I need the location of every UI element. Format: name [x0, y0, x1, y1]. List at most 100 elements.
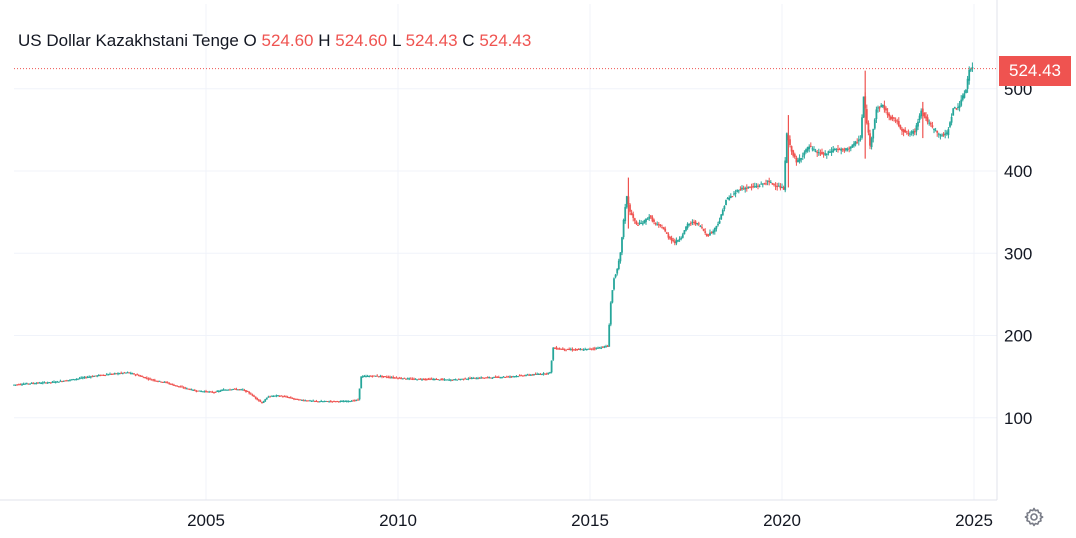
candle-body [273, 395, 276, 397]
candle-body [147, 378, 150, 380]
candle-body [238, 389, 241, 391]
candle-body [613, 278, 615, 290]
candle-body [248, 392, 251, 394]
candle-body [325, 400, 327, 402]
candle-body [734, 192, 737, 194]
candle-body [294, 398, 297, 400]
candle-body [481, 377, 484, 379]
candle-body [705, 233, 708, 237]
candle-body [744, 187, 747, 190]
candle-body [557, 348, 559, 350]
candle-body [733, 193, 735, 195]
candle-body [497, 376, 500, 378]
candle-body [195, 390, 198, 392]
candle-body [622, 219, 625, 238]
candle-body [541, 374, 543, 376]
candle-body [521, 375, 524, 377]
candle-body [701, 227, 703, 229]
candle-body [78, 378, 81, 380]
candle-body [873, 119, 876, 129]
candle-body [841, 148, 844, 150]
candle-body [449, 379, 452, 381]
candle-body [283, 396, 286, 398]
candle-body [448, 379, 451, 381]
candle-body [174, 385, 177, 387]
candle-body [659, 224, 662, 226]
candle-body [110, 373, 113, 375]
candle-body [790, 146, 793, 152]
candle-body [513, 376, 516, 378]
candle-body [397, 377, 399, 379]
candle-body [433, 378, 436, 380]
candle-body [829, 151, 831, 153]
candle-body [637, 224, 639, 226]
candle-body [544, 373, 547, 375]
candle-body [654, 223, 657, 225]
candle-body [720, 214, 723, 220]
candle-body [152, 379, 155, 381]
candle-body [747, 186, 750, 189]
candle-body [53, 381, 55, 383]
candle-body [176, 385, 179, 387]
gear-icon [1024, 507, 1044, 527]
candle-body [334, 401, 337, 403]
candle-body [688, 223, 691, 225]
candle-body [742, 188, 745, 190]
candle-body [926, 117, 929, 123]
candle-body [221, 389, 223, 391]
candle-body [681, 234, 684, 238]
candle-body [576, 349, 579, 351]
candle-body [37, 382, 39, 384]
candle-body [966, 78, 969, 89]
candle-body [437, 379, 439, 381]
high-label: H [318, 31, 331, 50]
candle-body [280, 395, 283, 397]
candle-body [848, 147, 851, 149]
candle-body [523, 375, 526, 377]
candle-body [173, 384, 175, 386]
candle-body [886, 112, 889, 116]
y-tick-label: 400 [1004, 162, 1032, 181]
candle-body [209, 391, 212, 393]
candle-body [579, 349, 582, 351]
candle-body [117, 373, 119, 375]
candle-body [320, 400, 323, 402]
candle-body [741, 187, 743, 190]
candle-body [797, 160, 799, 163]
candle-body [763, 183, 766, 185]
candle-body [537, 373, 540, 375]
candle-body [909, 133, 911, 135]
candle-body [115, 373, 118, 375]
candle-body [853, 143, 855, 146]
candle-body [30, 382, 33, 384]
candle-body [633, 218, 636, 221]
candle-body [472, 377, 475, 379]
candle-body [765, 183, 767, 185]
candle-body [310, 400, 313, 402]
candle-body [225, 389, 228, 391]
candle-body [41, 382, 44, 384]
candle-body [333, 401, 335, 403]
candle-body [550, 360, 553, 373]
candle-body [64, 380, 67, 382]
settings-button[interactable] [1022, 505, 1046, 529]
candle-body [752, 185, 755, 187]
candle-body [469, 377, 471, 379]
candle-body [136, 374, 139, 376]
x-tick-label: 2005 [187, 511, 225, 530]
candle-body [288, 397, 291, 399]
symbol-name: US Dollar Kazakhstani Tenge [18, 31, 239, 50]
candle-body [907, 133, 910, 135]
candle-body [689, 223, 692, 225]
candle-body [190, 389, 193, 391]
candle-body [592, 348, 595, 350]
candle-body [376, 375, 379, 377]
candle-body [856, 142, 859, 144]
candle-body [800, 157, 803, 160]
candle-body [718, 220, 721, 224]
candle-body [675, 240, 678, 244]
candle-body [200, 391, 203, 393]
candle-body [553, 347, 556, 349]
